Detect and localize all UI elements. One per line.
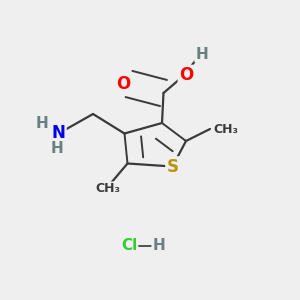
Text: H: H <box>153 238 165 253</box>
Text: O: O <box>179 66 193 84</box>
Text: CH₃: CH₃ <box>213 122 238 136</box>
Text: H: H <box>36 116 48 131</box>
Text: N: N <box>52 124 65 142</box>
Text: O: O <box>116 75 130 93</box>
Text: H: H <box>196 46 208 62</box>
Text: Cl: Cl <box>121 238 137 253</box>
Text: H: H <box>51 141 63 156</box>
Text: S: S <box>167 158 178 175</box>
Text: CH₃: CH₃ <box>95 182 121 196</box>
